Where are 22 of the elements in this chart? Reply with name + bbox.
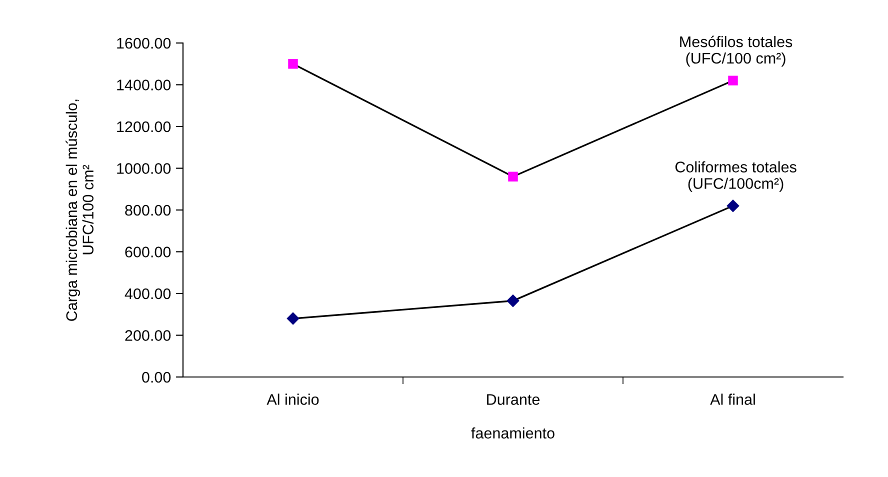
series-label: Mesófilos totales (UFC/100 cm²) — [680, 36, 792, 67]
x-axis-title: faenamiento — [471, 427, 554, 439]
point — [726, 200, 740, 212]
y-tick-label: 1600.00 — [117, 38, 171, 49]
x-tick-label: Durante — [487, 394, 540, 405]
x-tick-label: Al final — [710, 394, 755, 405]
point — [508, 172, 518, 182]
point — [506, 294, 520, 307]
point — [286, 312, 300, 325]
y-tick-label: 1200.00 — [117, 121, 171, 132]
point — [728, 76, 738, 86]
point — [288, 59, 298, 69]
y-tick-label: 0.00 — [142, 372, 171, 383]
y-axis-title: Carga microbiana en el músculo, UFC/100 cm² — [66, 100, 94, 321]
series-label: Coliformes totales (UFC/100cm²) — [675, 161, 796, 192]
y-tick-label: 600.00 — [125, 246, 171, 258]
y-tick-label: 1000.00 — [117, 163, 171, 174]
x-tick-label: Al inicio — [266, 394, 319, 405]
y-tick-label: 400.00 — [124, 288, 171, 300]
y-tick-label: 1400.00 — [117, 80, 171, 90]
y-tick-label: 200.00 — [125, 330, 171, 341]
y-tick-label: 800.00 — [125, 204, 171, 216]
